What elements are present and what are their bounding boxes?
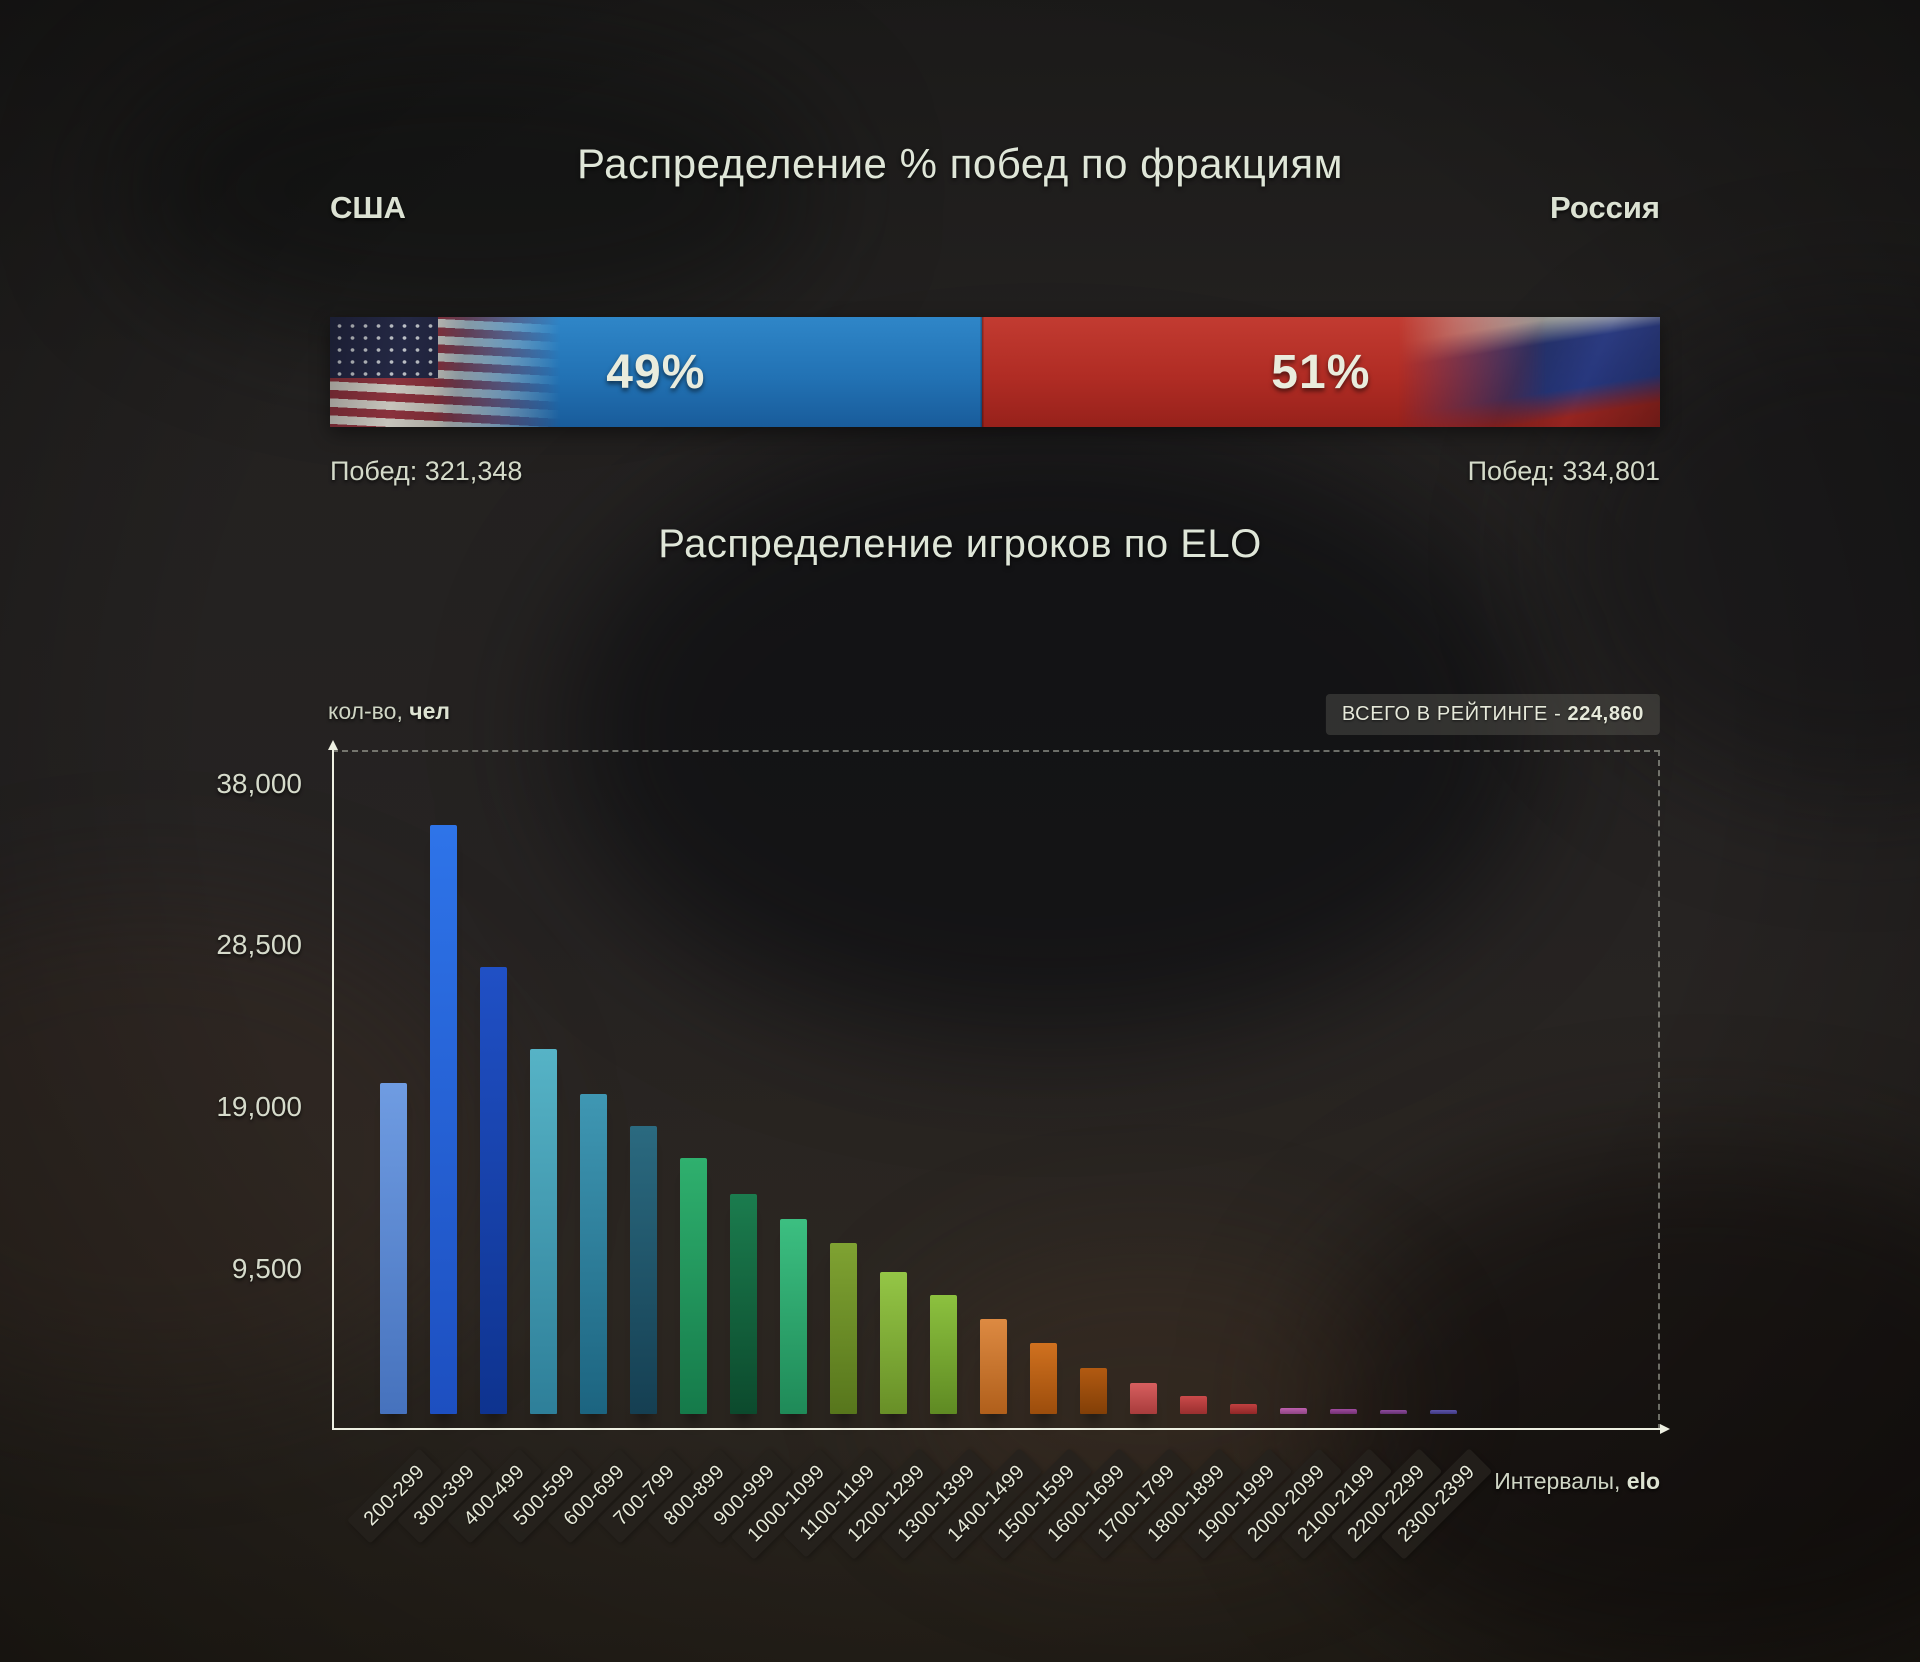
bar-2000-2099 [1280,1408,1307,1414]
factions-title: Распределение % побед по фракциям [577,140,1343,188]
bar-1400-1499 [980,1319,1007,1414]
bar-1100-1199 [830,1243,857,1414]
x-axis-category-labels: 200-299 300-399 400-499 500-599 600-699 700-7… [332,1448,1660,1628]
bar-900-999 [730,1194,757,1414]
winrate-percent-russia: 51% [1271,345,1371,399]
winrate-divider [980,317,984,427]
total-rated-badge: ВСЕГО В РЕЙТИНГЕ - 224,860 [1325,694,1660,735]
bar-1300-1399 [930,1295,957,1414]
winrate-segment-russia: 51% [981,317,1660,427]
y-axis-label-unit: чел [409,698,450,724]
russia-flag [1389,317,1660,427]
bar-400-499 [480,967,507,1414]
bar-500-599 [530,1049,557,1414]
bar-700-799 [630,1126,657,1414]
background-blur-shape [1300,1150,1920,1662]
winrate-stacked-bar: 49% 51% [330,317,1660,427]
bar-1600-1699 [1080,1368,1107,1414]
y-axis-line [332,750,334,1430]
bar-300-399 [430,825,457,1414]
bar-1000-1099 [780,1219,807,1414]
x-axis-label-unit: elo [1626,1468,1660,1494]
y-tick-label: 38,000 [216,768,302,799]
faction-name-usa: США [330,190,406,225]
usa-flag [330,317,565,427]
bar-600-699 [580,1094,607,1414]
winrate-segment-usa: 49% [330,317,982,427]
bar-1800-1899 [1180,1396,1207,1414]
bar-1700-1799 [1130,1383,1157,1414]
y-tick-label: 28,500 [216,929,302,960]
russia-flag-wave-shading [1389,317,1660,427]
bar-200-299 [380,1083,407,1414]
y-tick-label: 19,000 [216,1091,302,1122]
y-tick-label: 9,500 [231,1253,302,1284]
bar-1500-1599 [1030,1343,1057,1414]
wins-count-russia: Побед: 334,801 [1467,456,1660,486]
elo-title: Распределение игроков по ELO [658,521,1262,566]
x-axis-label: Интервалы, elo [1494,1468,1660,1495]
faction-name-russia: Россия [1549,190,1660,225]
y-axis-label: кол-во, чел [328,698,450,725]
y-axis-label-text: кол-во, [328,698,410,724]
x-axis-line [332,1428,1660,1430]
bar-2200-2299 [1380,1410,1407,1414]
background-blur-shape [560,420,1540,1040]
elo-plot-area: 38,000 28,500 19,000 9,500 [216,740,1670,1434]
bar-2100-2199 [1330,1409,1357,1414]
bar-2300-2399 [1430,1410,1457,1414]
x-axis-label-text: Интервалы, [1494,1468,1627,1494]
plot-dashed-frame [332,750,1660,1430]
bar-1900-1999 [1230,1404,1257,1414]
x-axis-arrow-icon [1660,1424,1670,1434]
bar-800-899 [680,1158,707,1414]
total-rated-badge-text: ВСЕГО В РЕЙТИНГЕ - [1341,703,1568,725]
bar-1200-1299 [880,1272,907,1414]
usa-flag-wave-shading [330,317,565,427]
background-blur-shape [120,40,820,340]
winrate-percent-usa: 49% [606,345,706,399]
y-axis-arrow-icon [328,740,338,750]
wins-count-usa: Побед: 321,348 [330,456,523,486]
usa-flag-stars [330,317,438,378]
total-rated-badge-value: 224,860 [1567,703,1644,725]
